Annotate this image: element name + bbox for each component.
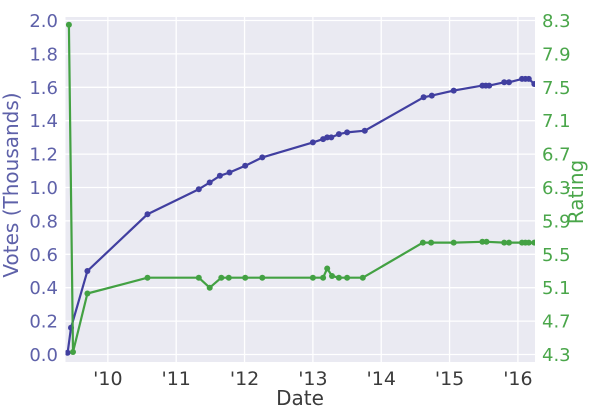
rating-marker	[320, 274, 327, 281]
votes-marker	[226, 169, 233, 176]
x-tick-label: '11	[162, 368, 191, 390]
rating-marker	[359, 274, 366, 281]
y-axis-title-left: Votes (Thousands)	[0, 92, 23, 277]
x-tick-label: '10	[93, 368, 122, 390]
rating-marker	[335, 274, 342, 281]
votes-marker	[328, 134, 335, 141]
rating-marker	[506, 239, 512, 246]
rating-marker	[428, 239, 435, 246]
rating-marker	[70, 349, 76, 355]
rating-marker	[309, 274, 316, 281]
x-tick-label: '15	[435, 368, 464, 390]
y-tick-label-right: 7.5	[542, 78, 571, 99]
rating-marker	[242, 274, 249, 281]
votes-marker	[144, 211, 151, 218]
y-tick-label-right: 6.3	[542, 178, 571, 199]
rating-marker	[218, 274, 225, 281]
votes-marker	[84, 268, 91, 274]
x-tick-label: '13	[298, 368, 327, 390]
rating-series	[65, 21, 535, 355]
votes-marker	[501, 79, 508, 86]
votes-marker	[525, 75, 532, 82]
rating-marker	[501, 239, 508, 246]
rating-marker	[531, 239, 535, 246]
votes-series	[65, 75, 535, 356]
plot-area	[65, 17, 535, 362]
rating-marker	[329, 273, 335, 279]
y-tick-label-left: 1.6	[29, 78, 58, 99]
rating-marker	[483, 238, 490, 245]
rating-marker	[144, 274, 151, 281]
votes-marker	[65, 349, 71, 356]
rating-marker	[65, 21, 72, 28]
votes-marker	[206, 179, 213, 186]
votes-marker	[335, 131, 342, 138]
x-axis-title: Date	[276, 386, 324, 410]
rating-marker	[324, 265, 331, 272]
y-tick-label-right: 8.3	[542, 11, 571, 32]
votes-marker	[216, 172, 223, 179]
votes-marker	[428, 92, 435, 99]
votes-marker	[506, 79, 512, 86]
y-tick-label-right: 5.1	[542, 278, 571, 299]
votes-marker	[361, 127, 368, 134]
votes-marker	[242, 162, 249, 169]
rating-marker	[225, 274, 232, 281]
votes-marker	[486, 82, 493, 89]
rating-marker	[419, 239, 426, 246]
votes-marker	[195, 186, 202, 193]
y-tick-label-left: 1.4	[29, 111, 58, 132]
y-tick-label-right: 4.7	[542, 312, 571, 333]
y-axis-title-right: Rating	[564, 160, 588, 224]
x-tick-label: '12	[230, 368, 259, 390]
y-tick-label-right: 4.3	[542, 345, 571, 366]
rating-marker	[84, 290, 91, 297]
votes-marker	[531, 81, 535, 87]
rating-marker	[450, 239, 457, 246]
votes-marker	[259, 154, 266, 161]
chart-generated: 0.0 0.2 0.4 0.6 0.8 1.0 1.2 1.4 1.6 1.8 2.0 4.3 4.7 5…	[29, 11, 570, 390]
votes-marker	[324, 134, 331, 141]
votes-marker	[344, 129, 351, 136]
votes-marker	[450, 87, 457, 94]
y-tick-label-right: 7.9	[542, 44, 571, 65]
y-tick-label-right: 7.1	[542, 111, 571, 132]
rating-marker	[479, 238, 486, 245]
y-tick-label-left: 0.6	[29, 245, 58, 266]
x-tick-label: '14	[367, 368, 396, 390]
rating-marker	[259, 274, 266, 281]
y-tick-label-right: 5.5	[542, 245, 571, 266]
y-tick-label-right: 5.9	[542, 211, 571, 232]
rating-marker	[344, 274, 351, 281]
rating-marker	[195, 274, 202, 281]
y-tick-label-left: 1.0	[29, 178, 58, 199]
rating-marker	[525, 239, 532, 246]
x-tick-label: '16	[503, 368, 532, 390]
rating-marker	[206, 284, 213, 291]
votes-marker	[420, 94, 427, 101]
y-tick-label-left: 2.0	[29, 11, 58, 32]
y-tick-label-left: 0.0	[29, 345, 58, 366]
y-tick-label-left: 1.2	[29, 145, 58, 166]
y-tick-label-left: 0.2	[29, 312, 58, 333]
y-tick-label-right: 6.7	[542, 145, 571, 166]
votes-marker	[309, 139, 316, 146]
y-tick-label-left: 0.8	[29, 211, 58, 232]
y-tick-label-left: 1.8	[29, 44, 58, 65]
y-tick-label-left: 0.4	[29, 278, 58, 299]
